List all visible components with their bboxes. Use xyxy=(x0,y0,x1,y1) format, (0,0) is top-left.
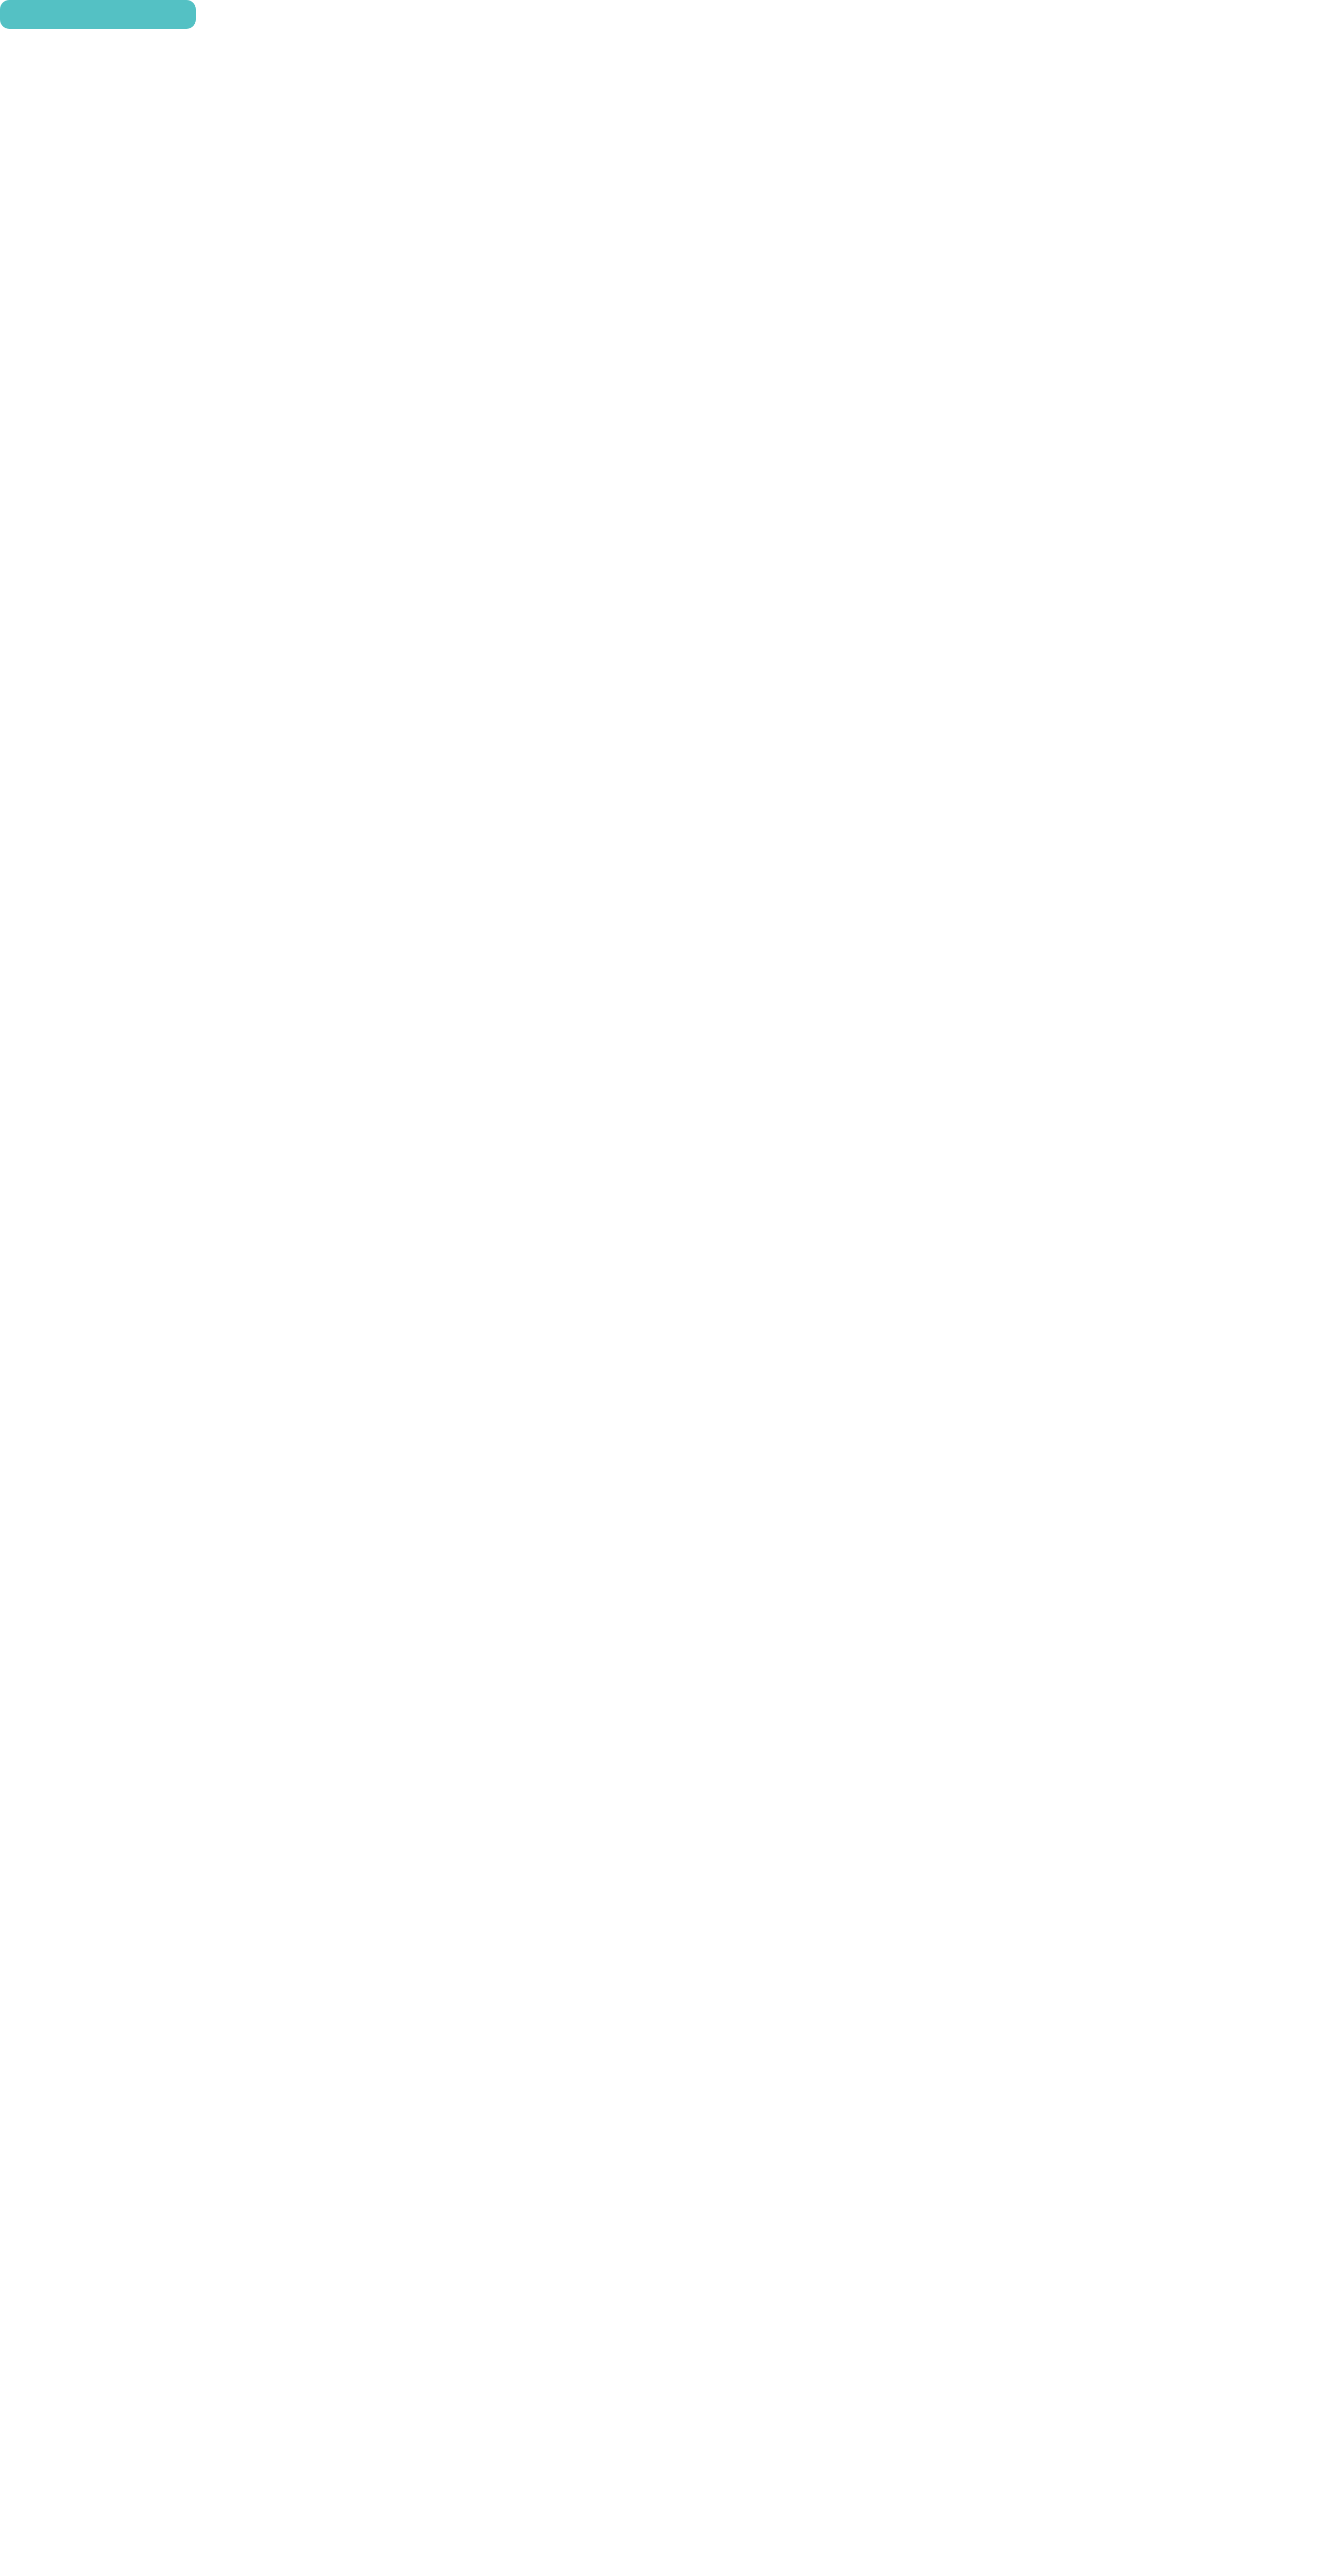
connector-layer xyxy=(0,0,1319,2576)
center-topic[interactable] xyxy=(0,0,196,29)
